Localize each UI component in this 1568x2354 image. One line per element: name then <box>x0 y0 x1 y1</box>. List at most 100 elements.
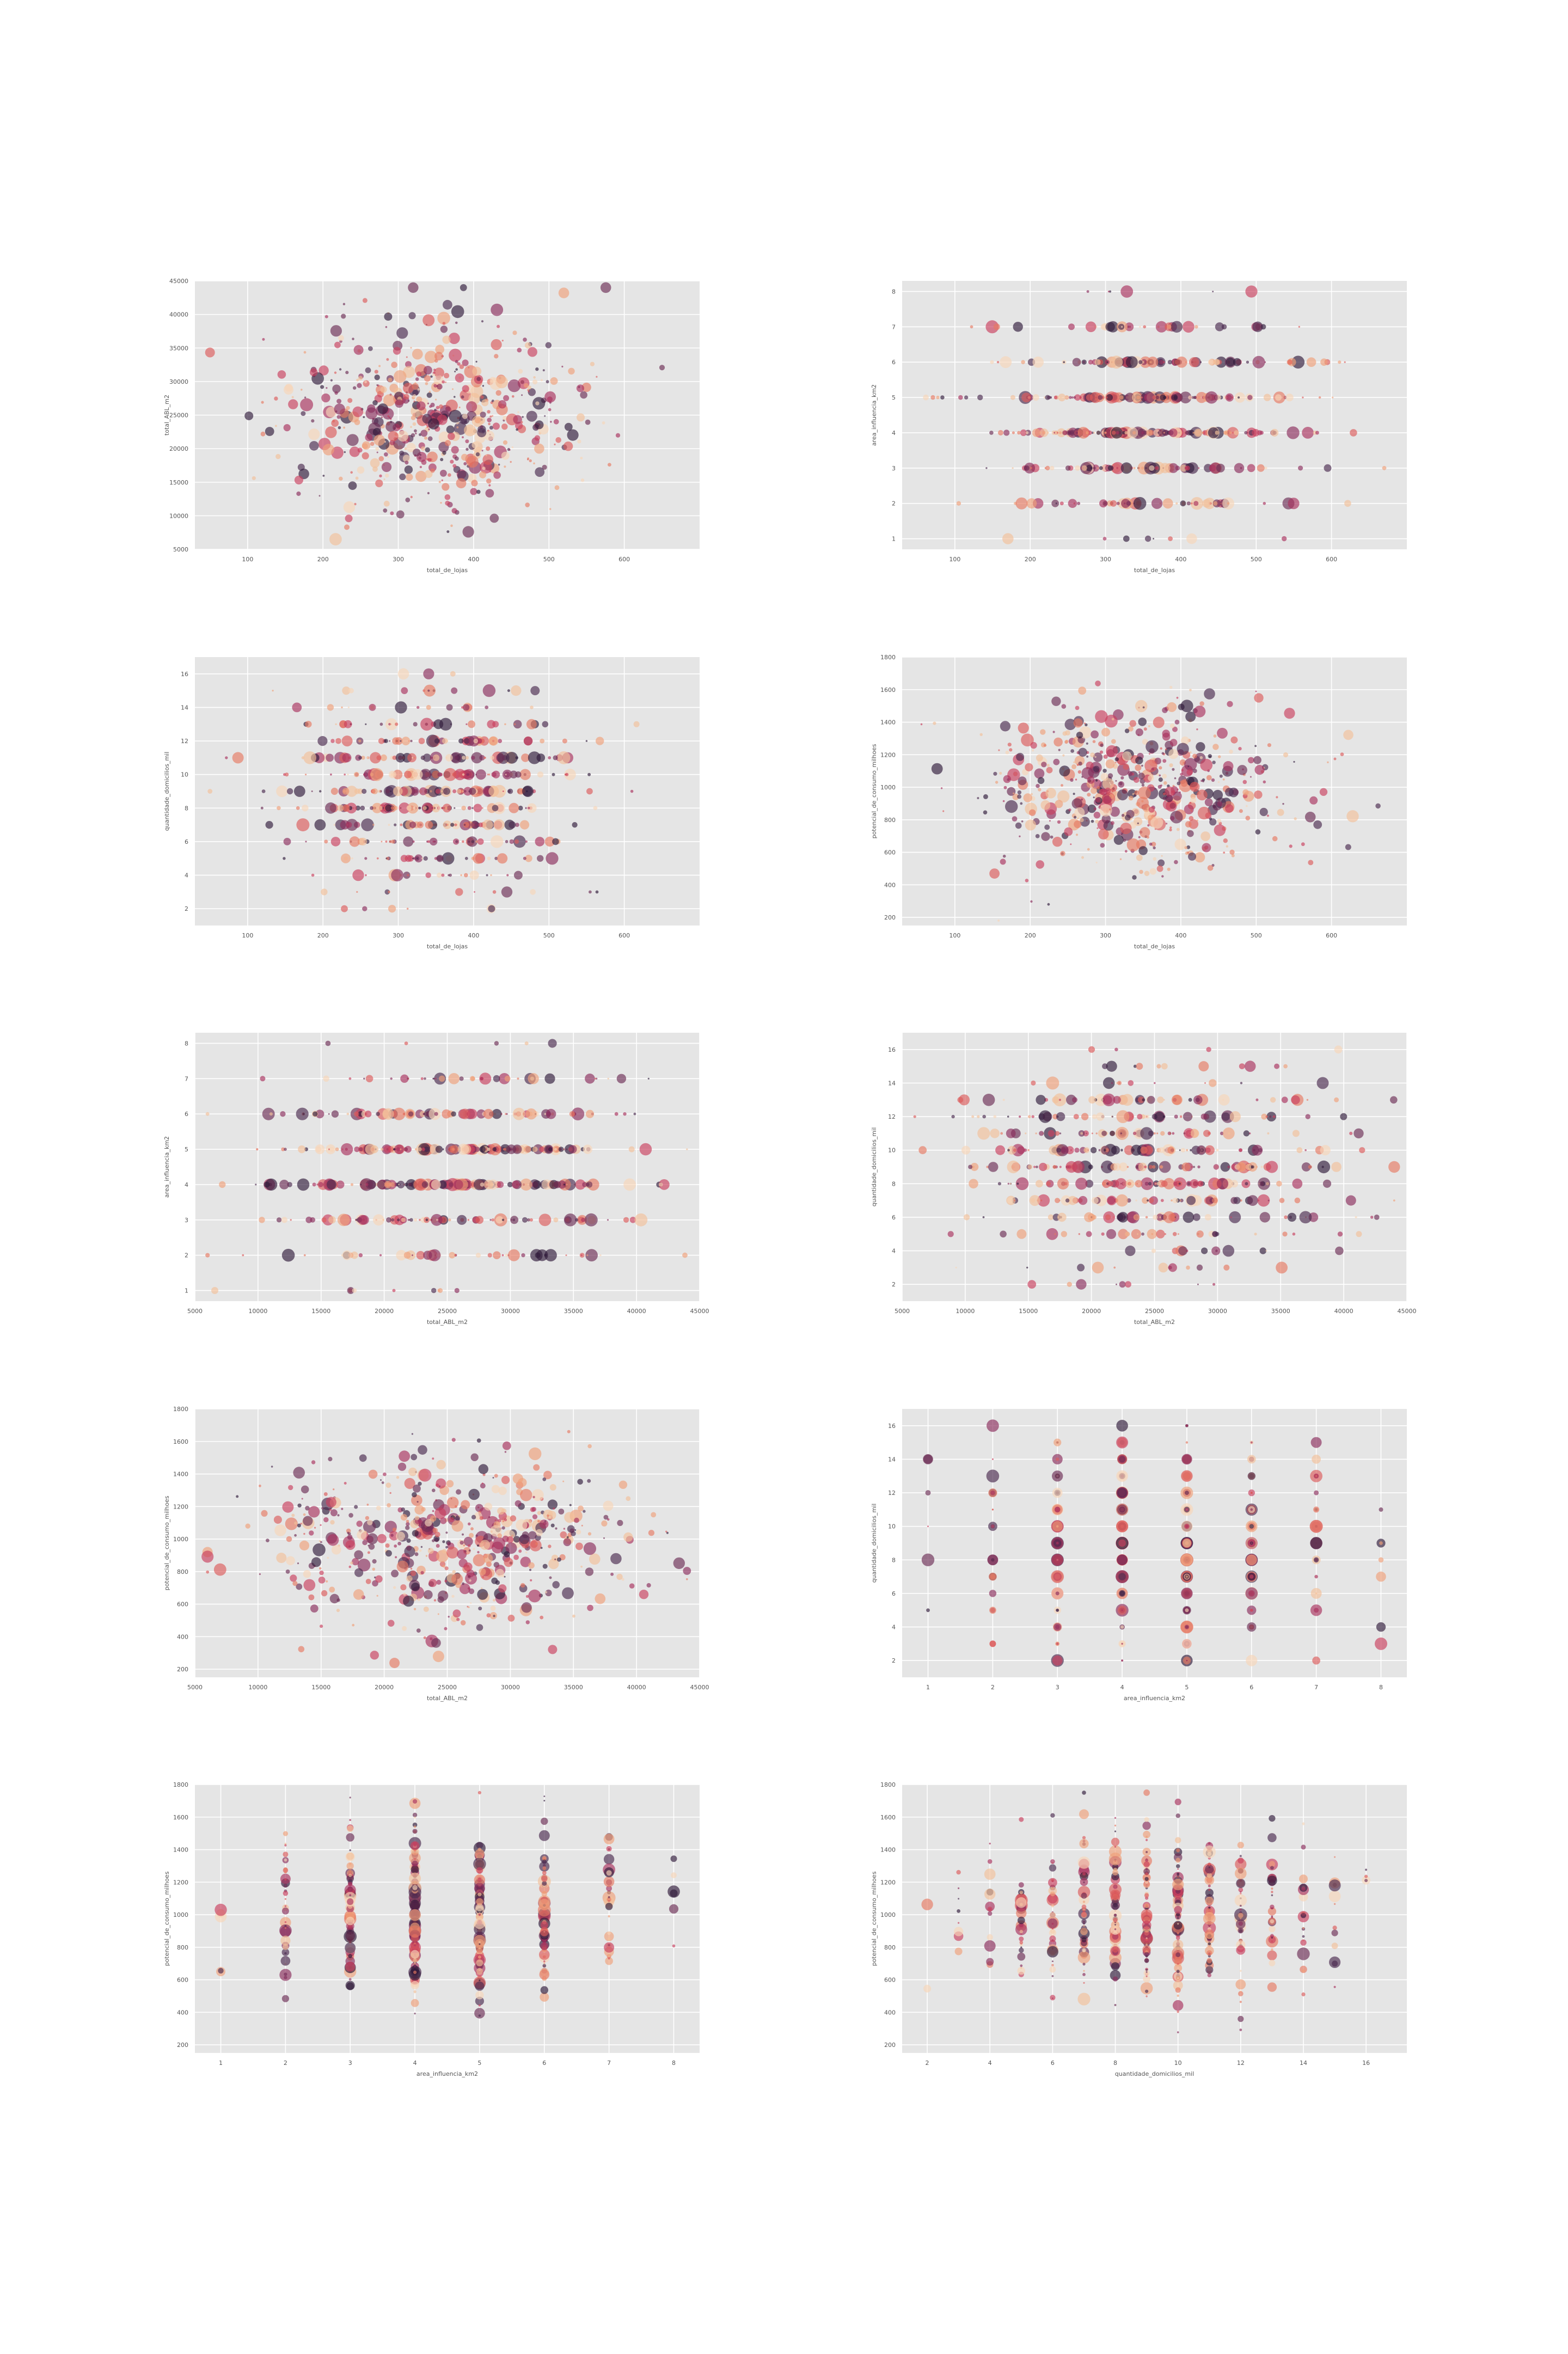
data-point <box>524 737 532 745</box>
data-point <box>354 1112 359 1117</box>
data-point <box>332 1545 341 1555</box>
data-point <box>1170 816 1174 820</box>
data-point <box>408 283 418 293</box>
data-point <box>354 1550 363 1560</box>
data-point <box>367 1551 370 1554</box>
data-point <box>1169 1132 1172 1135</box>
data-point <box>513 1555 519 1560</box>
data-point <box>1227 701 1233 707</box>
data-point <box>1168 749 1178 759</box>
data-point <box>1143 707 1145 709</box>
data-point <box>548 1499 558 1509</box>
data-point <box>1162 759 1166 763</box>
data-point <box>1094 359 1100 365</box>
data-point <box>1344 361 1346 363</box>
y-tick-label: 45000 <box>169 278 188 285</box>
data-point <box>528 1590 541 1603</box>
data-point <box>449 874 452 877</box>
data-point <box>546 342 552 348</box>
data-point <box>1128 1182 1131 1186</box>
data-point <box>1148 815 1153 820</box>
data-point <box>572 822 578 827</box>
y-tick-label: 25000 <box>169 412 188 419</box>
data-point <box>370 768 383 781</box>
data-point <box>468 720 475 728</box>
data-point <box>351 1183 353 1186</box>
data-point <box>1246 1554 1257 1565</box>
data-point <box>586 788 593 795</box>
data-point <box>1171 394 1178 401</box>
data-point <box>518 1549 522 1553</box>
data-point <box>369 1543 375 1549</box>
data-point <box>466 773 469 776</box>
data-point <box>391 869 403 881</box>
x-tick-label: 20000 <box>375 1684 394 1691</box>
data-point <box>1287 359 1293 365</box>
data-point <box>414 1608 416 1610</box>
data-point <box>933 722 936 725</box>
data-point <box>447 1542 451 1546</box>
data-point <box>562 1587 574 1599</box>
data-point <box>557 1558 561 1562</box>
data-point <box>1075 706 1080 710</box>
data-point <box>365 434 373 442</box>
data-point <box>526 1620 530 1624</box>
data-point <box>1196 728 1198 730</box>
data-point <box>1284 1216 1288 1219</box>
data-point <box>372 467 378 472</box>
data-point <box>341 905 348 912</box>
data-point <box>1138 771 1140 773</box>
data-point <box>275 454 280 459</box>
data-point <box>505 1451 506 1452</box>
data-point <box>1232 432 1234 433</box>
data-point <box>1141 765 1143 767</box>
data-point <box>397 1542 401 1546</box>
data-point <box>359 1454 367 1462</box>
data-point <box>408 1112 413 1117</box>
data-point <box>405 855 412 862</box>
data-point <box>550 377 558 385</box>
data-point <box>370 1145 378 1154</box>
data-point <box>482 450 483 451</box>
data-point <box>1196 1230 1203 1237</box>
data-point <box>330 774 332 776</box>
data-point <box>1041 832 1050 841</box>
data-point <box>964 395 968 399</box>
data-point <box>495 1580 500 1585</box>
y-tick-label: 2 <box>892 1281 896 1288</box>
data-point <box>1124 431 1128 434</box>
data-point <box>423 669 434 679</box>
data-point <box>987 1470 1000 1483</box>
data-point <box>1186 1659 1188 1662</box>
data-point <box>1162 707 1168 713</box>
data-point <box>1353 1129 1363 1138</box>
data-point <box>1081 799 1083 801</box>
data-point <box>301 389 303 391</box>
data-point <box>522 416 524 418</box>
x-tick-label: 200 <box>1025 556 1036 563</box>
data-point <box>344 1482 347 1485</box>
data-point <box>491 339 502 350</box>
data-point <box>517 411 519 413</box>
data-point <box>436 855 443 862</box>
data-point <box>1260 1166 1263 1168</box>
data-point <box>1000 356 1012 368</box>
data-point <box>1054 396 1058 400</box>
data-point <box>431 1638 441 1648</box>
data-point <box>470 871 479 880</box>
data-point <box>319 1571 323 1575</box>
data-point <box>940 395 945 400</box>
data-point <box>451 1595 454 1598</box>
data-point <box>497 1534 502 1538</box>
data-point <box>341 314 346 318</box>
data-point <box>261 1510 267 1517</box>
data-point <box>428 1249 440 1261</box>
data-point <box>1067 1282 1072 1287</box>
data-point <box>1185 465 1190 470</box>
data-point <box>325 315 328 318</box>
data-point <box>372 1559 377 1564</box>
data-point <box>1065 1198 1069 1202</box>
data-point <box>413 422 416 426</box>
data-point <box>1193 769 1197 773</box>
